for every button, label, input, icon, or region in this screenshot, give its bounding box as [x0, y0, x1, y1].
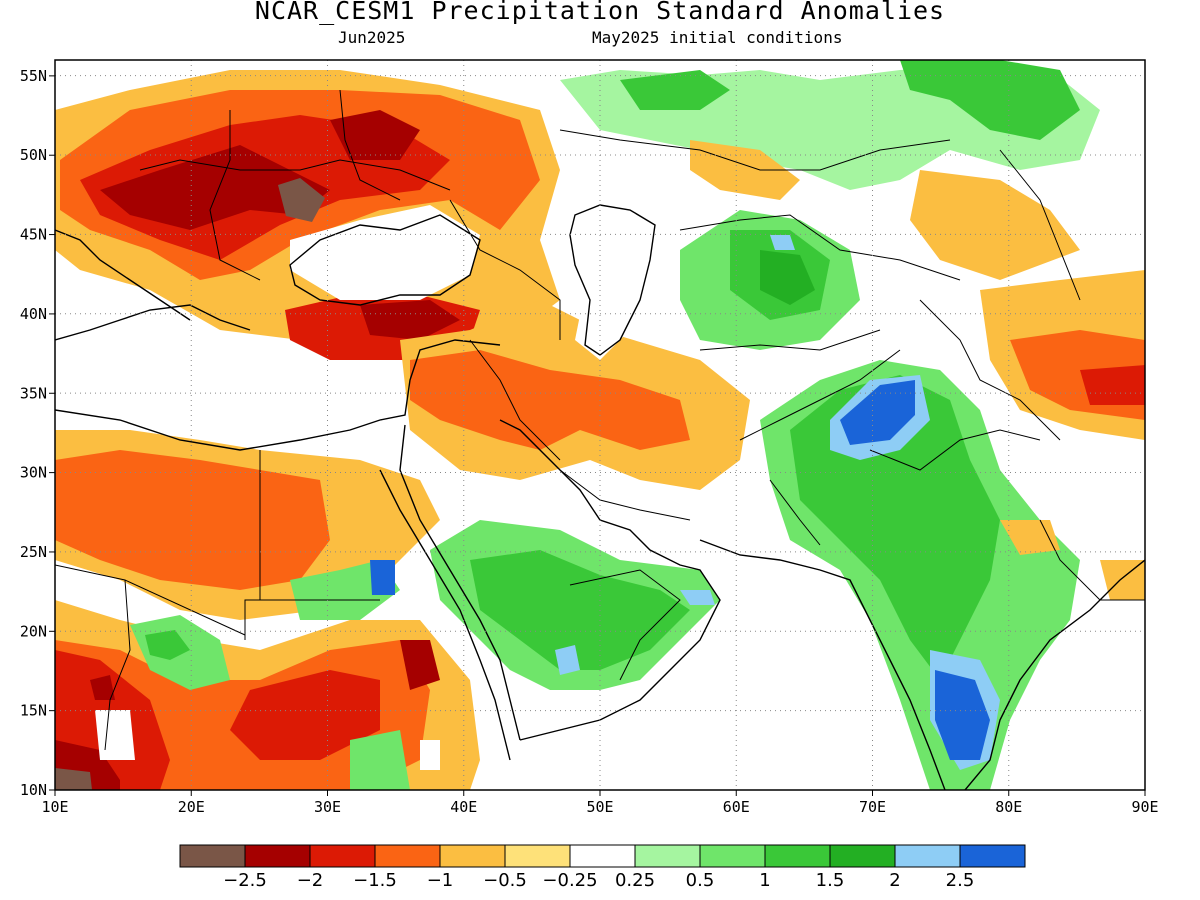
colorbar-swatch: [829, 844, 896, 868]
x-tick-label: 20E: [178, 798, 205, 816]
anomaly-fields: [55, 60, 1145, 790]
colorbar-label: −2.5: [223, 870, 267, 891]
colorbar-label: 0.25: [614, 870, 656, 891]
y-tick-label: 20N: [20, 622, 47, 640]
y-tick-label: 10N: [20, 781, 47, 799]
colorbar-swatch: [634, 844, 701, 868]
colorbar-swatch: [504, 844, 571, 868]
colorbar-swatch: [569, 844, 636, 868]
colorbar-swatch: [894, 844, 961, 868]
colorbar-swatch: [309, 844, 376, 868]
x-tick-label: 80E: [995, 798, 1022, 816]
colorbar-swatch: [374, 844, 441, 868]
x-tick-label: 30E: [314, 798, 341, 816]
colorbar-swatch: [179, 844, 246, 868]
grid-lines: [55, 60, 1145, 790]
coastlines: [55, 204, 1145, 790]
colorbar-label: 2.5: [945, 870, 975, 891]
colorbar-label: 1.5: [815, 870, 845, 891]
colorbar-swatch: [764, 844, 831, 868]
y-tick-label: 15N: [20, 702, 47, 720]
colorbar-label: 0.5: [685, 870, 715, 891]
x-tick-label: 70E: [859, 798, 886, 816]
colorbar-label: −1: [426, 870, 454, 891]
x-tick-label: 10E: [41, 798, 68, 816]
colorbar-label: −1.5: [353, 870, 397, 891]
y-tick-label: 35N: [20, 384, 47, 402]
colorbar-swatch: [244, 844, 311, 868]
colorbar-label: 2: [889, 870, 901, 891]
y-tick-label: 45N: [20, 226, 47, 244]
y-tick-label: 25N: [20, 543, 47, 561]
x-tick-label: 40E: [450, 798, 477, 816]
colorbar-label: 1: [759, 870, 771, 891]
colorbar-label: −2: [296, 870, 324, 891]
x-tick-label: 90E: [1131, 798, 1158, 816]
x-tick-label: 50E: [586, 798, 613, 816]
colorbar-label: −0.25: [542, 870, 598, 891]
y-tick-label: 55N: [20, 67, 47, 85]
colorbar-swatch: [959, 844, 1026, 868]
colorbar-swatch: [699, 844, 766, 868]
y-tick-label: 40N: [20, 305, 47, 323]
x-axis-ticks: 10E 20E 30E 40E 50E 60E 70E 80E 90E: [41, 790, 1159, 816]
initial-conditions: May2025 initial conditions: [592, 28, 843, 47]
map-title: NCAR_CESM1 Precipitation Standard Anomal…: [254, 0, 946, 25]
colorbar: [179, 844, 1026, 868]
y-axis-ticks: 10N 15N 20N 25N 30N 35N 40N 45N 50N 55N: [20, 67, 55, 799]
forecast-month: Jun2025: [338, 28, 406, 47]
borders: [55, 89, 1145, 751]
colorbar-label: −0.5: [483, 870, 527, 891]
field-maroon-europe: [100, 145, 330, 230]
x-tick-label: 60E: [723, 798, 750, 816]
colorbar-swatch: [439, 844, 506, 868]
y-tick-label: 30N: [20, 464, 47, 482]
y-tick-label: 50N: [20, 146, 47, 164]
